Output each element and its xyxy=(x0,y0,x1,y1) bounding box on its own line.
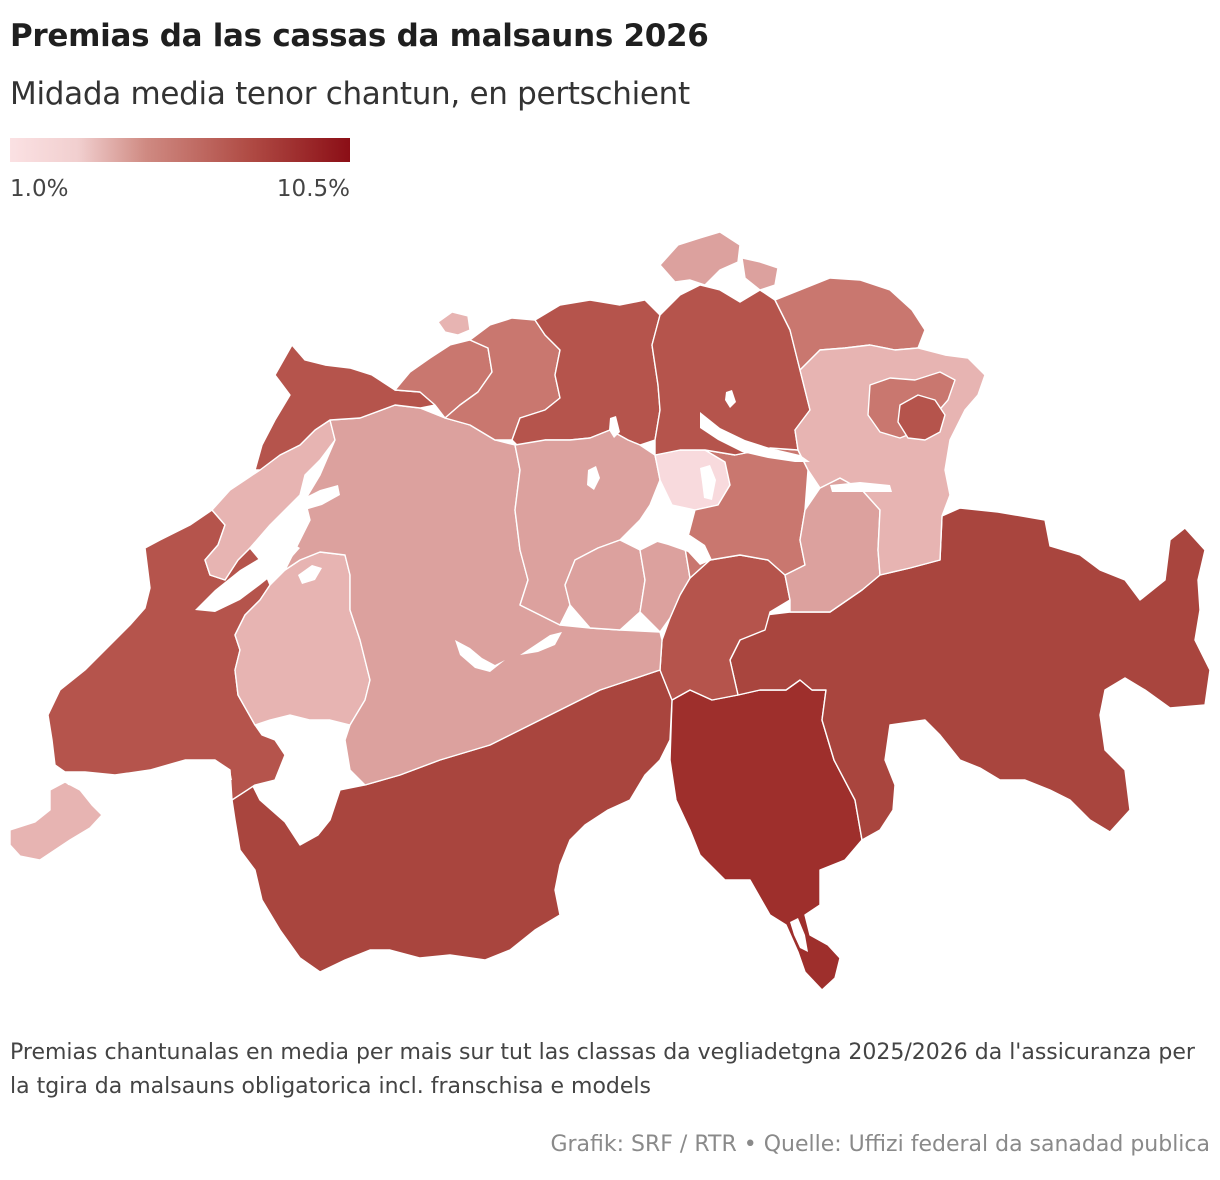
lake-sempach xyxy=(587,466,600,490)
region-schaffhausen-east[interactable] xyxy=(741,257,779,291)
region-schaffhausen[interactable] xyxy=(659,231,741,286)
region-appenzell-innerrhoden[interactable] xyxy=(897,394,946,441)
chart-title: Premias da las cassas da malsauns 2026 xyxy=(10,18,709,54)
lake-lucerne xyxy=(638,515,712,565)
lake-hallwil xyxy=(609,416,620,438)
lake-murten xyxy=(298,565,322,584)
lake-biel xyxy=(300,485,340,510)
lake-brienz xyxy=(520,632,562,655)
chart-subtitle: Midada media tenor chantun, en pertschie… xyxy=(10,76,690,112)
lake-neuchatel xyxy=(195,542,300,612)
lake-lugano xyxy=(812,920,835,942)
lake-maggiore xyxy=(790,918,808,952)
lake-thun xyxy=(455,640,505,672)
legend-max-label: 10.5% xyxy=(276,176,350,202)
lake-walen xyxy=(830,482,892,492)
footnote: Premias chantunalas en media per mais su… xyxy=(10,1040,1195,1099)
lake-geneva xyxy=(60,760,232,790)
legend-min-label: 1.0% xyxy=(10,176,69,202)
source-credit: Grafik: SRF / RTR • Quelle: Uffizi feder… xyxy=(550,1132,1210,1157)
region-graubuenden[interactable] xyxy=(729,507,1211,841)
region-geneve[interactable] xyxy=(9,781,103,861)
lake-zurich xyxy=(700,412,810,462)
switzerland-choropleth-map xyxy=(9,231,1211,991)
lake-greifen xyxy=(725,390,736,408)
legend-color-bar xyxy=(10,138,350,162)
region-valais[interactable] xyxy=(229,669,673,973)
lake-zug xyxy=(700,465,716,500)
region-basel-stadt[interactable] xyxy=(437,311,471,336)
lakes xyxy=(60,390,892,952)
